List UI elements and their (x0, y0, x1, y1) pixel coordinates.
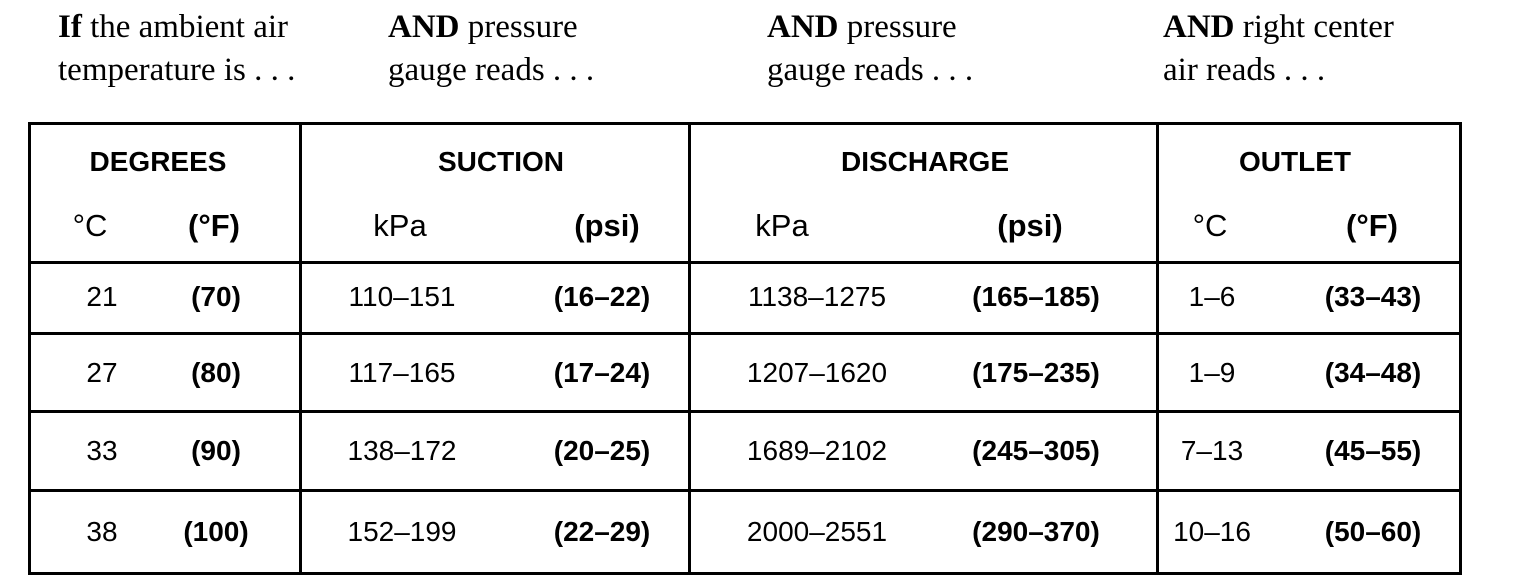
table-cell: (90) (191, 435, 241, 466)
table-cell: 10–16 (1173, 516, 1251, 547)
table-cell: 152–199 (347, 516, 457, 547)
row-rule (28, 489, 1462, 492)
table-cell: (17–24) (553, 357, 651, 388)
table-cell: 1–6 (1188, 281, 1236, 312)
table-cell: 1–9 (1188, 357, 1236, 388)
table-cell: 138–172 (347, 435, 457, 466)
table-cell: (245–305) (972, 435, 1100, 466)
unit-header: (psi) (997, 208, 1063, 243)
table-cell: 1138–1275 (747, 281, 887, 312)
table-cell: (80) (191, 357, 241, 388)
column-rule (1156, 122, 1159, 575)
caption-line: air reads . . . (1163, 52, 1326, 88)
table-cell: (290–370) (972, 516, 1100, 547)
table-cell: 38 (86, 516, 118, 547)
table-cell: (165–185) (972, 281, 1100, 312)
caption-line: pressure (467, 9, 578, 45)
column-rule (299, 122, 302, 575)
unit-header: (°F) (188, 208, 240, 243)
unit-header: (psi) (574, 208, 640, 243)
unit-header: °C (72, 208, 108, 243)
unit-header: kPa (755, 208, 809, 243)
table-cell: (16–22) (553, 281, 651, 312)
group-header: DEGREES (89, 146, 227, 177)
table-cell: (45–55) (1324, 435, 1422, 466)
caption-lead: AND (388, 9, 460, 45)
table-cell: (20–25) (553, 435, 651, 466)
unit-header: kPa (373, 208, 427, 243)
caption-line: gauge reads . . . (767, 52, 974, 88)
table-cell: 33 (86, 435, 118, 466)
table-cell: (175–235) (972, 357, 1100, 388)
table-cell: 117–165 (348, 357, 456, 388)
row-rule (28, 261, 1462, 264)
table-cell: 1207–1620 (746, 357, 888, 388)
table-border (28, 122, 1462, 575)
group-header: SUCTION (438, 146, 564, 177)
unit-header: °C (1192, 208, 1228, 243)
table-cell: 27 (86, 357, 118, 388)
caption-line: pressure (846, 9, 957, 45)
column-rule (688, 122, 691, 575)
caption-line: the ambient air (90, 9, 289, 45)
row-rule (28, 332, 1462, 335)
table-cell: 7–13 (1180, 435, 1244, 466)
caption: AND right center air reads . . . (1163, 6, 1394, 92)
caption: AND pressure gauge reads . . . (767, 6, 973, 92)
caption-lead: If (58, 9, 82, 45)
row-rule (28, 410, 1462, 413)
unit-header: (°F) (1346, 208, 1398, 243)
caption-line: temperature is . . . (58, 52, 296, 88)
table-cell: (22–29) (553, 516, 651, 547)
table-cell: 2000–2551 (746, 516, 888, 547)
table-cell: (70) (191, 281, 241, 312)
table-cell: (50–60) (1324, 516, 1422, 547)
caption-line: right center (1242, 9, 1394, 45)
group-header: DISCHARGE (840, 146, 1010, 177)
table-cell: (33–43) (1324, 281, 1422, 312)
table-cell: (34–48) (1324, 357, 1422, 388)
caption-lead: AND (1163, 9, 1235, 45)
table-cell: 110–151 (348, 281, 456, 312)
table-cell: (100) (183, 516, 249, 547)
group-header: OUTLET (1239, 146, 1351, 177)
table-cell: 1689–2102 (746, 435, 888, 466)
caption: If the ambient air temperature is . . . (58, 6, 295, 92)
table-cell: 21 (86, 281, 118, 312)
caption-line: gauge reads . . . (388, 52, 595, 88)
caption: AND pressure gauge reads . . . (388, 6, 594, 92)
caption-lead: AND (767, 9, 839, 45)
